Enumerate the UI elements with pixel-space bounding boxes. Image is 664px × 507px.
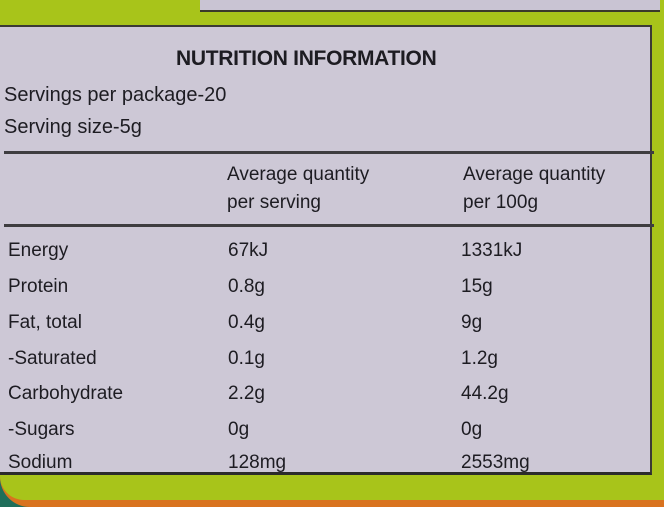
nutrient-name: Sodium bbox=[8, 452, 73, 473]
package-top-strip bbox=[200, 0, 660, 12]
column-header-line: Average quantity bbox=[227, 164, 370, 185]
per-100g-value: 9g bbox=[461, 312, 483, 333]
table-row: Energy 67kJ 1331kJ bbox=[0, 240, 638, 270]
table-row: Sodium 128mg 2553mg bbox=[0, 452, 638, 482]
divider-header bbox=[4, 224, 654, 227]
column-header-line: Average quantity bbox=[463, 164, 606, 185]
per-serving-value: 0.1g bbox=[228, 348, 265, 369]
per-serving-value: 2.2g bbox=[228, 383, 265, 404]
column-header-per-serving: Average quantity per serving bbox=[227, 161, 369, 217]
per-100g-value: 0g bbox=[461, 419, 483, 440]
column-header-line: per 100g bbox=[463, 192, 539, 213]
table-row: Protein 0.8g 15g bbox=[0, 276, 638, 306]
nutrient-name: Protein bbox=[8, 276, 69, 297]
nutrient-name: Fat, total bbox=[8, 312, 82, 333]
table-row: Carbohydrate 2.2g 44.2g bbox=[0, 383, 638, 413]
per-100g-value: 1.2g bbox=[461, 348, 498, 369]
nutrient-name: -Saturated bbox=[8, 348, 97, 369]
nutrient-name: Energy bbox=[8, 240, 69, 261]
per-serving-value: 0.8g bbox=[228, 276, 265, 297]
per-100g-value: 1331kJ bbox=[461, 240, 523, 261]
per-serving-value: 67kJ bbox=[228, 240, 269, 261]
nutrition-label-panel: NUTRITION INFORMATION Servings per packa… bbox=[0, 25, 654, 475]
per-100g-value: 44.2g bbox=[461, 383, 509, 404]
table-row: -Sugars 0g 0g bbox=[0, 419, 638, 449]
per-serving-value: 128mg bbox=[228, 452, 287, 473]
nutrient-name: Carbohydrate bbox=[8, 383, 124, 404]
label-title: NUTRITION INFORMATION bbox=[176, 47, 437, 70]
divider-top bbox=[4, 151, 654, 154]
nutrient-name: -Sugars bbox=[8, 419, 75, 440]
table-row: -Saturated 0.1g 1.2g bbox=[0, 348, 638, 378]
column-header-per-100g: Average quantity per 100g bbox=[463, 161, 605, 217]
per-100g-value: 15g bbox=[461, 276, 493, 297]
column-header-line: per serving bbox=[227, 192, 321, 213]
per-serving-value: 0g bbox=[228, 419, 250, 440]
table-row: Fat, total 0.4g 9g bbox=[0, 312, 638, 342]
serving-size: Serving size-5g bbox=[4, 116, 142, 138]
per-serving-value: 0.4g bbox=[228, 312, 265, 333]
servings-per-package: Servings per package-20 bbox=[4, 84, 227, 106]
per-100g-value: 2553mg bbox=[461, 452, 530, 473]
